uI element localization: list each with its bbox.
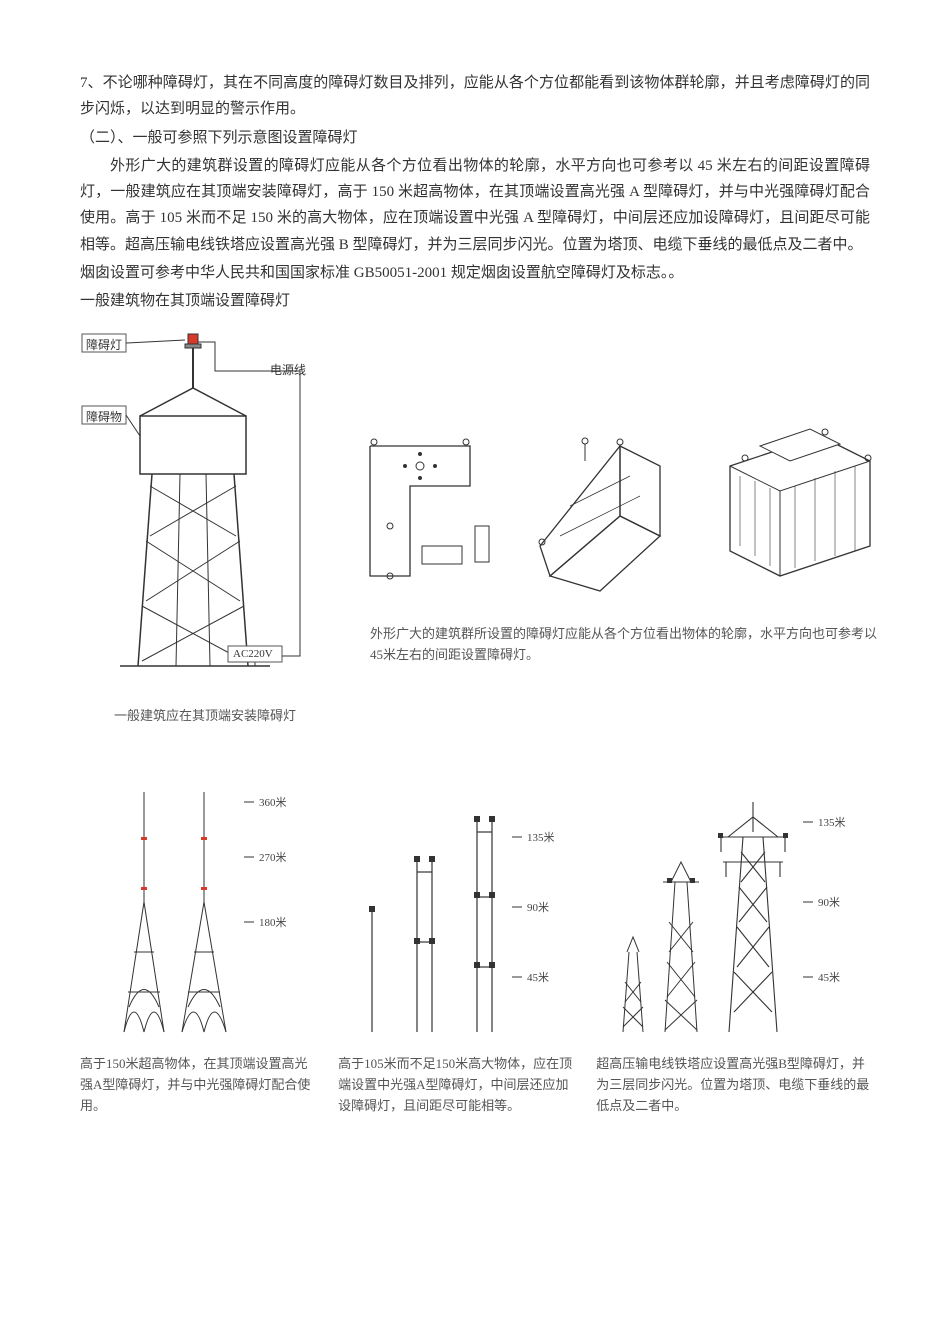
svg-text:180米: 180米 [259,916,287,929]
figure-col-transmission: 135米 90米 45米 超高压输电线铁塔应设置高光强B型障碍灯，并为三层同步闪… [596,782,870,1116]
plan-l-shape [350,426,500,596]
label-cable: 电源线 [270,361,306,378]
label-obstacle: 障碍物 [86,408,122,425]
paragraph-main: 外形广大的建筑群设置的障碍灯应能从各个方位看出物体的轮廓，水平方向也可参考以 4… [80,153,870,258]
paragraph-general: 一般建筑物在其顶端设置障碍灯 [80,288,870,314]
figure-row-2: 360米 270米 180米 高于150米超高物体，在其顶端设置高光强A型障碍灯… [80,782,870,1116]
paragraph-chimney: 烟囱设置可参考中华人民共和国国家标准 GB50051-2001 规定烟囱设置航空… [80,260,870,286]
svg-text:90米: 90米 [527,901,549,914]
section-heading-2: （二）、一般可参照下列示意图设置障碍灯 [80,125,870,151]
svg-text:270米: 270米 [259,851,287,864]
svg-text:135米: 135米 [527,831,555,844]
tower-svg [80,326,330,696]
figure-tower-caption: 一般建筑应在其顶端安装障碍灯 [114,706,296,727]
figure-col-150m: 360米 270米 180米 高于150米超高物体，在其顶端设置高光强A型障碍灯… [80,782,318,1116]
figure-tower-single: 障碍灯 障碍物 电源线 AC220V 一般建筑应在其顶端安装障碍灯 [80,326,330,727]
caption-col1: 高于150米超高物体，在其顶端设置高光强A型障碍灯，并与中光强障碍灯配合使用。 [80,1054,318,1116]
paragraph-7: 7、不论哪种障碍灯，其在不同高度的障碍灯数目及排列，应能从各个方位都能看到该物体… [80,70,870,123]
svg-text:45米: 45米 [818,971,840,984]
plan-wedge-3d [510,406,690,596]
caption-col2: 高于105米而不足150米高大物体，应在顶端设置中光强A型障碍灯，中间层还应加设… [338,1054,576,1116]
svg-text:360米: 360米 [259,796,287,809]
figure-col-105m: 135米 90米 45米 高于105米而不足150米高大物体，应在顶端设置中光强… [338,782,576,1116]
figure-row-1: 障碍灯 障碍物 电源线 AC220V 一般建筑应在其顶端安装障碍灯 [80,326,870,727]
caption-col3: 超高压输电线铁塔应设置高光强B型障碍灯，并为三层同步闪光。位置为塔顶、电缆下垂线… [596,1054,870,1116]
svg-text:90米: 90米 [818,896,840,909]
svg-text:45米: 45米 [527,971,549,984]
figure-plans-caption: 外形广大的建筑群所设置的障碍灯应能从各个方位看出物体的轮廓，水平方向也可参考以4… [350,606,890,666]
figure-building-plans: 外形广大的建筑群所设置的障碍灯应能从各个方位看出物体的轮廓，水平方向也可参考以4… [350,326,890,666]
svg-text:135米: 135米 [818,816,846,829]
label-light: 障碍灯 [86,336,122,353]
plan-stepped-3d [700,406,890,596]
label-voltage: AC220V [233,648,273,660]
